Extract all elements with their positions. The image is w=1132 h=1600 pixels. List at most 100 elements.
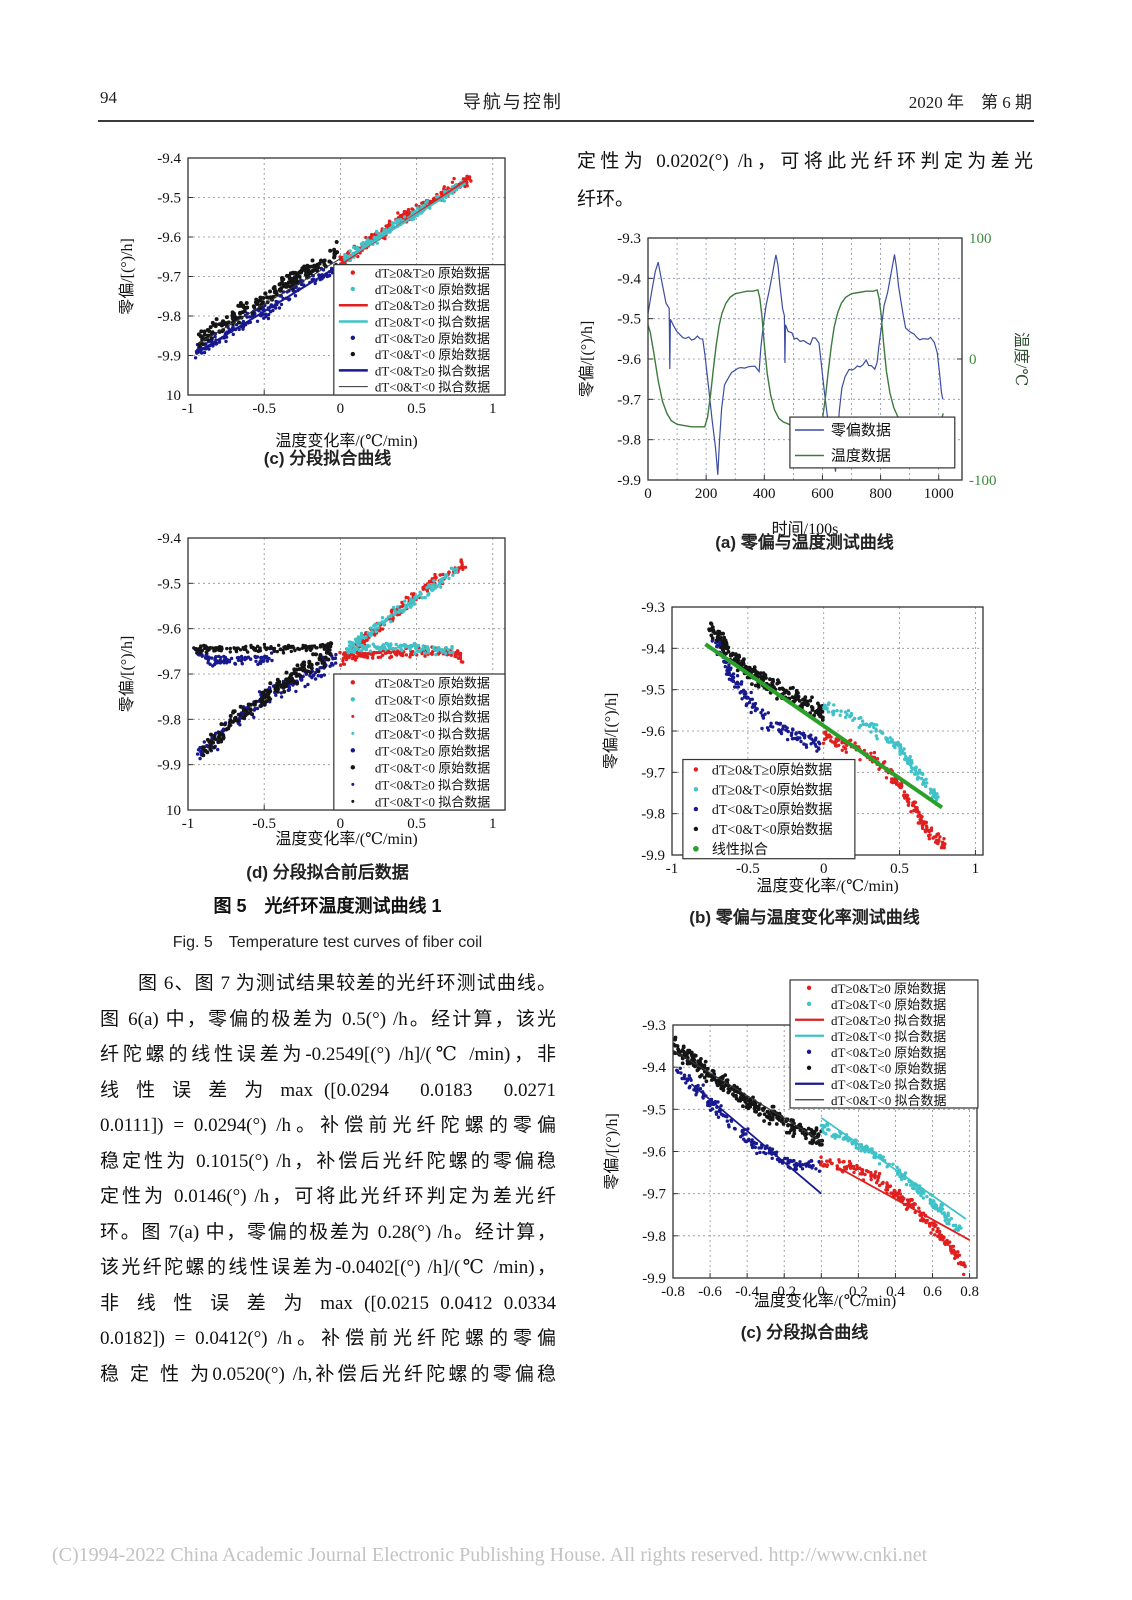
- figure5-title-cn: 图 5 光纤环温度测试曲线 1: [213, 896, 442, 916]
- svg-text:温度/℃: 温度/℃: [1012, 332, 1030, 386]
- svg-text:dT≥0&T<0 原始数据: dT≥0&T<0 原始数据: [375, 282, 490, 297]
- figure5-title-en: Fig. 5 Temperature test curves of fiber …: [172, 934, 483, 951]
- svg-text:-9.8: -9.8: [642, 1229, 666, 1245]
- svg-text:-9.3: -9.3: [617, 231, 641, 247]
- svg-text:dT≥0&T<0 拟合数据: dT≥0&T<0 拟合数据: [375, 314, 490, 329]
- paragraph-line: 图 6(a) 中，零偏的极差为 0.5(°) /h。经计算，该光: [100, 1008, 556, 1030]
- svg-text:零偏/[(°)/h]: 零偏/[(°)/h]: [118, 636, 136, 713]
- svg-text:1000: 1000: [924, 486, 954, 502]
- svg-text:dT≥0&T<0 原始数据: dT≥0&T<0 原始数据: [375, 692, 490, 707]
- svg-text:-0.6: -0.6: [698, 1284, 722, 1300]
- svg-text:10: 10: [166, 388, 181, 404]
- svg-text:dT≥0&T≥0 原始数据: dT≥0&T≥0 原始数据: [375, 675, 490, 690]
- paragraph-line: 稳 定 性 为0.0520(°) /h,补偿后光纤陀螺的零偏稳: [100, 1363, 556, 1385]
- svg-text:0: 0: [818, 1284, 826, 1300]
- svg-text:-9.7: -9.7: [157, 270, 181, 286]
- svg-text:0.4: 0.4: [886, 1284, 905, 1300]
- svg-text:dT<0&T<0 原始数据: dT<0&T<0 原始数据: [831, 1061, 946, 1076]
- svg-text:dT<0&T≥0 拟合数据: dT<0&T≥0 拟合数据: [831, 1077, 946, 1092]
- svg-text:-0.2: -0.2: [772, 1284, 796, 1300]
- paragraph-line: 纤环。: [577, 189, 635, 210]
- chart-fig5d: -1 -0.5 0 0.5 1 -9.4 -9.5 -9.6 -9.7 -9.8 -9.9 10 温度变…: [118, 531, 506, 848]
- svg-text:-100: -100: [969, 473, 997, 489]
- svg-text:dT<0&T≥0 原始数据: dT<0&T≥0 原始数据: [375, 743, 490, 758]
- svg-text:dT<0&T≥0原始数据: dT<0&T≥0原始数据: [712, 802, 833, 818]
- caption-fig6b: (b) 零偏与温度变化率测试曲线: [689, 908, 920, 927]
- svg-text:0: 0: [337, 816, 345, 832]
- svg-text:-9.5: -9.5: [642, 1102, 666, 1118]
- svg-text:dT<0&T≥0 拟合数据: dT<0&T≥0 拟合数据: [375, 777, 490, 792]
- paragraph-line: 定性为 0.0146(°) /h，可将此光纤环判定为差光纤: [100, 1186, 556, 1207]
- paragraph-line: 0.0182]) = 0.0412(°) /h。补偿前光纤陀螺的零偏: [100, 1328, 556, 1349]
- svg-text:温度数据: 温度数据: [831, 447, 891, 464]
- right-top-paragraph: 定性为 0.0202(°) /h，可将此光纤环判定为差光 纤环。: [577, 143, 1033, 219]
- svg-text:dT≥0&T≥0 原始数据: dT≥0&T≥0 原始数据: [375, 266, 490, 281]
- svg-text:10: 10: [166, 803, 181, 819]
- svg-text:-1: -1: [182, 816, 195, 832]
- svg-text:dT≥0&T<0 拟合数据: dT≥0&T<0 拟合数据: [375, 726, 490, 741]
- svg-text:dT≥0&T≥0原始数据: dT≥0&T≥0原始数据: [712, 762, 832, 778]
- svg-text:时间/100s: 时间/100s: [772, 520, 839, 538]
- svg-text:0.5: 0.5: [890, 861, 909, 877]
- svg-text:温度变化率/(℃/min): 温度变化率/(℃/min): [275, 432, 417, 450]
- svg-text:-9.5: -9.5: [641, 683, 665, 699]
- svg-text:1: 1: [972, 861, 980, 877]
- svg-text:200: 200: [695, 486, 718, 502]
- svg-text:dT≥0&T≥0 拟合数据: dT≥0&T≥0 拟合数据: [375, 298, 490, 313]
- svg-text:-9.7: -9.7: [641, 765, 665, 781]
- svg-text:-9.4: -9.4: [157, 151, 181, 167]
- svg-text:0.5: 0.5: [407, 816, 426, 832]
- svg-text:零偏/[(°)/h]: 零偏/[(°)/h]: [578, 321, 596, 398]
- svg-text:0.6: 0.6: [923, 1284, 942, 1300]
- svg-text:零偏/[(°)/h]: 零偏/[(°)/h]: [603, 1113, 621, 1190]
- svg-text:600: 600: [811, 486, 834, 502]
- paragraph-line: 图 6、图 7 为测试结果较差的光纤环测试曲线。: [138, 973, 556, 994]
- svg-text:0.2: 0.2: [849, 1284, 868, 1300]
- svg-text:-9.8: -9.8: [157, 712, 181, 728]
- svg-text:1: 1: [489, 401, 497, 417]
- svg-text:-9.7: -9.7: [642, 1187, 666, 1203]
- paragraph-line: 定性为 0.0202(°) /h，可将此光纤环判定为差光: [577, 151, 1033, 172]
- svg-text:-9.3: -9.3: [642, 1018, 666, 1034]
- journal-title: 导航与控制: [462, 92, 563, 112]
- svg-text:0: 0: [644, 486, 652, 502]
- svg-text:-9.3: -9.3: [641, 600, 665, 616]
- svg-text:-1: -1: [182, 401, 195, 417]
- svg-text:dT<0&T<0 拟合数据: dT<0&T<0 拟合数据: [375, 794, 490, 809]
- svg-text:-9.4: -9.4: [642, 1060, 666, 1076]
- page-number: 94: [100, 88, 117, 107]
- svg-text:-9.5: -9.5: [617, 312, 641, 328]
- svg-text:-9.7: -9.7: [157, 667, 181, 683]
- paragraph-line: 稳定性为 0.1015(°) /h，补偿后光纤陀螺的零偏稳: [100, 1150, 556, 1172]
- svg-text:-9.6: -9.6: [157, 622, 181, 638]
- svg-text:-9.4: -9.4: [157, 531, 181, 547]
- svg-text:0: 0: [337, 401, 345, 417]
- svg-text:-9.9: -9.9: [642, 1271, 666, 1287]
- svg-text:dT<0&T<0原始数据: dT<0&T<0原始数据: [712, 822, 833, 838]
- svg-text:dT<0&T≥0 拟合数据: dT<0&T≥0 拟合数据: [375, 363, 490, 378]
- svg-text:温度变化率/(℃/min): 温度变化率/(℃/min): [754, 1292, 896, 1310]
- svg-text:-9.5: -9.5: [157, 191, 181, 207]
- svg-text:0: 0: [969, 352, 977, 368]
- paragraph-line: 纤陀螺的线性误差为-0.2549[(°) /h]/(℃ /min)，非: [100, 1044, 556, 1065]
- svg-text:dT≥0&T≥0 拟合数据: dT≥0&T≥0 拟合数据: [375, 709, 490, 724]
- svg-text:100: 100: [969, 231, 992, 247]
- svg-text:-9.9: -9.9: [157, 758, 181, 774]
- svg-text:零偏/[(°)/h]: 零偏/[(°)/h]: [602, 693, 620, 770]
- caption-fig5c: (c) 分段拟合曲线: [263, 449, 392, 468]
- copyright-footer: (C)1994-2022 China Academic Journal Elec…: [52, 1544, 928, 1566]
- caption-fig5d: (d) 分段拟合前后数据: [246, 863, 409, 882]
- svg-text:线性拟合: 线性拟合: [712, 842, 768, 858]
- svg-text:-9.6: -9.6: [617, 352, 641, 368]
- svg-text:1: 1: [489, 816, 497, 832]
- header-rule: [98, 120, 1034, 122]
- page-header: 94 导航与控制 2020 年 第 6 期: [100, 88, 1032, 114]
- svg-text:温度变化率/(℃/min): 温度变化率/(℃/min): [756, 877, 898, 895]
- svg-text:-0.5: -0.5: [252, 816, 276, 832]
- svg-text:400: 400: [753, 486, 776, 502]
- svg-text:dT≥0&T<0 拟合数据: dT≥0&T<0 拟合数据: [831, 1029, 946, 1044]
- svg-text:零偏数据: 零偏数据: [831, 422, 891, 439]
- svg-text:-9.9: -9.9: [157, 349, 181, 365]
- chart-fig5c: -1 -0.5 0 0.5 1 -9.4 -9.5 -9.6 -9.7 -9.8 -9.9 10 温度变…: [118, 151, 506, 450]
